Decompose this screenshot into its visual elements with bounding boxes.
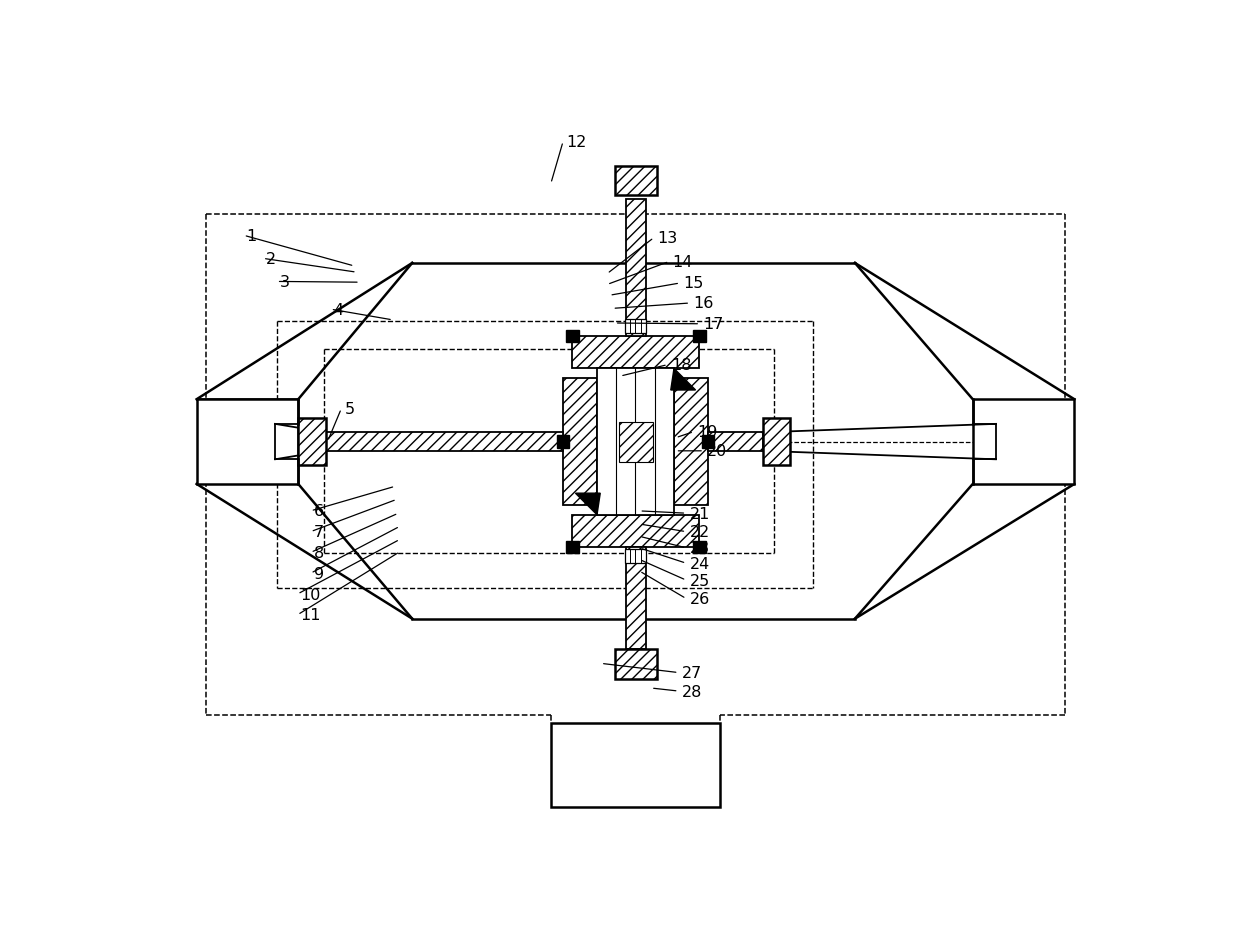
Text: 2: 2 [265, 251, 277, 266]
Text: 26: 26 [689, 591, 709, 607]
Text: 16: 16 [693, 296, 714, 311]
Text: 5: 5 [345, 402, 355, 417]
Text: 18: 18 [671, 357, 692, 373]
Text: 12: 12 [567, 135, 587, 149]
Bar [573, 337, 699, 369]
Bar [693, 330, 706, 342]
Text: 17: 17 [703, 317, 724, 332]
Text: 8: 8 [314, 546, 324, 561]
Bar [763, 419, 790, 466]
Bar [573, 515, 699, 548]
Text: 15: 15 [683, 277, 703, 291]
Bar [708, 432, 763, 451]
Bar [563, 379, 596, 506]
Bar [551, 723, 720, 807]
Bar [675, 379, 708, 506]
Text: 25: 25 [689, 574, 709, 588]
Text: 19: 19 [697, 425, 718, 440]
Text: 4: 4 [334, 303, 343, 317]
Bar [596, 369, 675, 515]
Bar [567, 541, 579, 554]
Text: 21: 21 [689, 506, 709, 522]
Bar [326, 432, 563, 451]
Bar [702, 436, 714, 448]
Bar [615, 650, 657, 679]
Polygon shape [575, 494, 600, 515]
Text: 1: 1 [247, 228, 257, 243]
Bar [615, 167, 657, 196]
Text: 22: 22 [689, 524, 709, 539]
Text: 13: 13 [657, 231, 677, 246]
Bar [693, 541, 706, 554]
Text: 28: 28 [682, 684, 702, 699]
Bar [557, 436, 569, 448]
Text: 20: 20 [707, 444, 728, 458]
Bar [626, 200, 646, 337]
Text: 27: 27 [682, 665, 702, 680]
Text: 3: 3 [280, 275, 290, 290]
Text: 7: 7 [314, 524, 324, 539]
Polygon shape [671, 369, 696, 391]
Bar [625, 549, 646, 563]
Bar [625, 320, 646, 334]
Bar [299, 419, 326, 466]
Bar [567, 330, 579, 342]
Text: 6: 6 [314, 504, 324, 519]
Bar [197, 400, 299, 484]
Bar [619, 422, 653, 462]
Text: 14: 14 [672, 254, 693, 270]
Text: 11: 11 [300, 608, 321, 623]
Bar [972, 400, 1074, 484]
Text: 10: 10 [300, 586, 321, 602]
Bar [626, 548, 646, 650]
Text: 9: 9 [314, 566, 324, 581]
Text: 24: 24 [689, 556, 709, 571]
Text: 23: 23 [689, 541, 709, 556]
